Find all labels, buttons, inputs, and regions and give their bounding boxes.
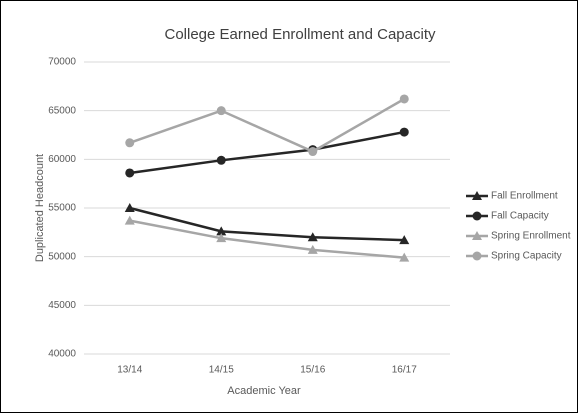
marker bbox=[399, 235, 410, 245]
marker bbox=[472, 211, 482, 221]
legend-label: Fall Capacity bbox=[491, 211, 549, 222]
x-tick-label: 14/15 bbox=[209, 365, 234, 376]
series-line bbox=[129, 219, 405, 259]
marker bbox=[124, 215, 135, 225]
x-tick-label: 16/17 bbox=[392, 365, 417, 376]
marker bbox=[307, 244, 318, 254]
y-tick-label: 45000 bbox=[48, 300, 76, 311]
y-tick-label: 40000 bbox=[48, 349, 76, 360]
marker bbox=[472, 191, 482, 200]
y-tick-label: 50000 bbox=[48, 251, 76, 262]
legend-label: Spring Capacity bbox=[491, 251, 562, 262]
x-tick-label: 13/14 bbox=[117, 365, 142, 376]
y-tick-label: 55000 bbox=[48, 203, 76, 214]
y-axis-title: Duplicated Headcount bbox=[34, 154, 46, 262]
marker bbox=[216, 106, 226, 116]
legend-label: Spring Enrollment bbox=[491, 231, 571, 242]
series-line bbox=[129, 206, 405, 242]
y-tick-label: 60000 bbox=[48, 154, 76, 165]
x-axis-title: Academic Year bbox=[227, 385, 301, 397]
legend-label: Fall Enrollment bbox=[491, 191, 558, 202]
y-tick-label: 65000 bbox=[48, 105, 76, 116]
marker bbox=[216, 233, 227, 243]
marker bbox=[472, 231, 482, 240]
marker bbox=[125, 168, 135, 178]
chart-title: College Earned Enrollment and Capacity bbox=[165, 26, 436, 43]
marker bbox=[308, 147, 318, 157]
y-tick-label: 70000 bbox=[48, 57, 76, 68]
marker bbox=[399, 127, 409, 137]
marker bbox=[399, 252, 410, 262]
marker bbox=[399, 94, 409, 104]
x-tick-label: 15/16 bbox=[300, 365, 325, 376]
marker bbox=[125, 138, 135, 148]
marker bbox=[216, 226, 227, 236]
series-line bbox=[129, 130, 405, 175]
series-line bbox=[129, 97, 405, 153]
marker bbox=[216, 155, 226, 165]
marker bbox=[307, 232, 318, 242]
marker bbox=[472, 251, 482, 261]
marker bbox=[124, 203, 135, 212]
